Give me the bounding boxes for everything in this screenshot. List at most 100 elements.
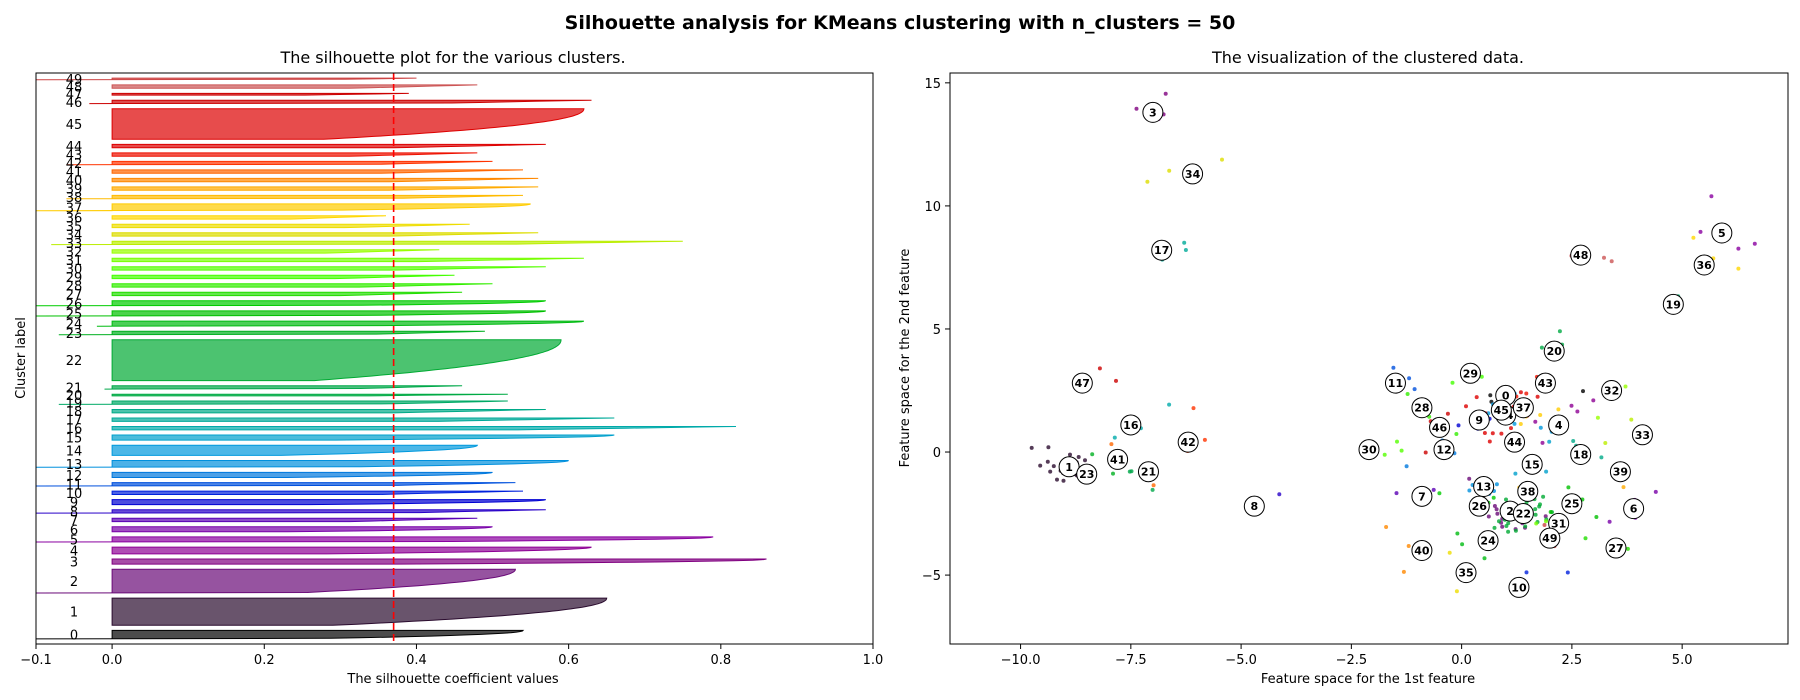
cluster-center-marker <box>1631 424 1653 446</box>
cluster-center-label: 16 <box>1123 419 1139 432</box>
silhouette-bar-9 <box>111 499 546 506</box>
scatter-point <box>1518 390 1523 395</box>
scatter-point <box>1445 411 1450 416</box>
scatter-point <box>1447 550 1452 555</box>
cluster-center-30: 30 <box>1358 439 1380 461</box>
cluster-center-47: 47 <box>1071 372 1093 394</box>
cluster-label-21: 21 <box>66 381 83 396</box>
scatter-point <box>1494 482 1499 487</box>
cluster-label-45: 45 <box>66 118 83 133</box>
cluster-center-label: 48 <box>1573 249 1588 262</box>
cluster-label-23: 23 <box>66 327 83 342</box>
cluster-center-marker <box>1490 399 1512 421</box>
scatter-point <box>1045 459 1050 464</box>
cluster-label-20: 20 <box>66 389 83 404</box>
silhouette-bar-2 <box>35 568 516 594</box>
scatter-point <box>1046 445 1051 450</box>
cluster-center-21: 21 <box>1137 461 1159 483</box>
silhouette-y-label: Cluster label <box>14 317 29 399</box>
cluster-center-label: 43 <box>1538 377 1553 390</box>
cluster-center-label: 19 <box>1666 298 1681 311</box>
cluster-center-label: 25 <box>1564 498 1579 511</box>
cluster-center-16: 16 <box>1120 414 1142 436</box>
silhouette-bar-26 <box>35 300 546 307</box>
cluster-center-marker <box>1711 222 1733 244</box>
scatter-point <box>1487 439 1492 444</box>
silhouette-bar-41 <box>111 169 524 174</box>
cluster-label-39: 39 <box>66 183 83 198</box>
cluster-center-label: 5 <box>1718 227 1726 240</box>
cluster-center-label: 23 <box>1079 468 1094 481</box>
silhouette-bar-37 <box>35 203 531 212</box>
scatter-point <box>1557 329 1562 334</box>
cluster-label-19: 19 <box>66 397 83 412</box>
cluster-center-label: 31 <box>1551 517 1566 530</box>
scatter-point <box>1495 511 1500 516</box>
scatter-point <box>1482 556 1487 561</box>
cluster-center-label: 11 <box>1388 377 1403 390</box>
scatter-x-label: Feature space for the 1st feature <box>1261 672 1475 687</box>
cluster-center-17: 17 <box>1151 239 1173 261</box>
scatter-point <box>1482 431 1487 435</box>
scatter-point <box>1163 91 1168 96</box>
cluster-center-marker <box>1107 448 1129 470</box>
cluster-center-34: 34 <box>1182 163 1204 185</box>
scatter-point <box>1506 529 1511 534</box>
silhouette-bar-27 <box>111 291 463 297</box>
cluster-center-46: 46 <box>1429 416 1451 438</box>
silhouette-bar-28 <box>111 283 493 288</box>
cluster-label-36: 36 <box>66 211 83 226</box>
cluster-label-0: 0 <box>70 629 78 644</box>
cluster-center-marker <box>1623 498 1645 520</box>
cluster-center-label: 8 <box>1250 500 1258 513</box>
cluster-center-marker <box>1358 439 1380 461</box>
silhouette-bar-33 <box>51 240 683 246</box>
cluster-center-marker <box>1539 527 1561 549</box>
cluster-center-label: 12 <box>1436 444 1451 457</box>
scatter-point <box>1543 514 1548 519</box>
silhouette-x-tick-label: 0.2 <box>254 653 275 668</box>
scatter-point <box>1524 570 1529 575</box>
cluster-label-30: 30 <box>66 262 83 277</box>
cluster-center-label: 33 <box>1635 429 1650 442</box>
cluster-center-24: 24 <box>1477 530 1499 552</box>
scatter-point <box>1191 406 1196 411</box>
silhouette-bar-31 <box>111 257 584 263</box>
scatter-point <box>1698 229 1703 234</box>
scatter-point <box>1406 544 1411 548</box>
cluster-center-marker <box>1543 340 1565 362</box>
scatter-point <box>1583 536 1588 541</box>
cluster-center-label: 18 <box>1573 448 1588 461</box>
scatter-point <box>1145 179 1150 184</box>
cluster-center-6: 6 <box>1623 498 1645 520</box>
cluster-center-marker <box>1177 431 1199 453</box>
silhouette-bar-42 <box>66 160 493 166</box>
scatter-point <box>1412 387 1417 392</box>
silhouette-bar-16 <box>111 426 737 431</box>
cluster-center-label: 37 <box>1516 402 1531 415</box>
cluster-label-35: 35 <box>66 220 83 235</box>
silhouette-bar-14 <box>111 444 479 456</box>
scatter-point <box>1151 483 1156 488</box>
cluster-center-23: 23 <box>1076 463 1098 485</box>
cluster-label-3: 3 <box>70 556 78 571</box>
scatter-x-tick-label: 2.5 <box>1562 653 1583 668</box>
cluster-center-label: 29 <box>1463 367 1478 380</box>
cluster-center-15: 15 <box>1521 453 1543 475</box>
cluster-center-label: 21 <box>1141 466 1156 479</box>
cluster-center-label: 22 <box>1516 508 1531 521</box>
scatter-point <box>1499 431 1504 436</box>
silhouette-bar-3 <box>111 558 767 565</box>
cluster-center-marker <box>1151 239 1173 261</box>
cluster-center-label: 4 <box>1555 419 1563 432</box>
silhouette-panel: The silhouette plot for the various clus… <box>14 48 883 687</box>
scatter-point <box>1076 455 1081 459</box>
cluster-center-35: 35 <box>1455 562 1477 584</box>
silhouette-bar-19 <box>58 400 508 405</box>
silhouette-bar-30 <box>111 266 546 271</box>
cluster-label-37: 37 <box>66 201 83 216</box>
silhouette-bar-6 <box>111 526 493 533</box>
cluster-center-44: 44 <box>1504 431 1526 453</box>
cluster-center-label: 32 <box>1604 384 1619 397</box>
